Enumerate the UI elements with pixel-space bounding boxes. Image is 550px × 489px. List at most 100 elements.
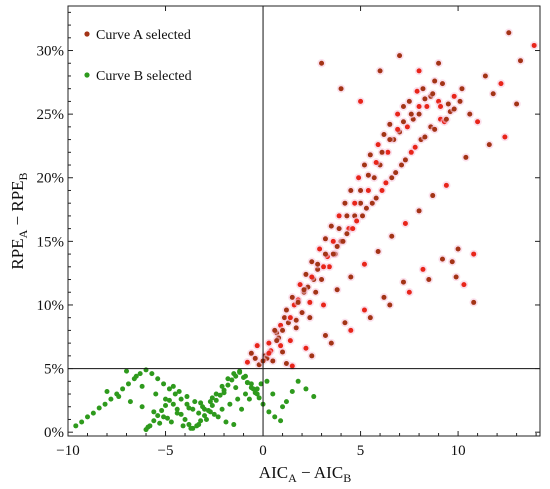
data-point bbox=[198, 400, 204, 406]
data-point bbox=[416, 111, 422, 117]
data-point bbox=[334, 287, 340, 293]
data-point bbox=[278, 343, 284, 349]
data-point bbox=[96, 405, 102, 411]
data-point bbox=[307, 299, 313, 305]
data-point bbox=[348, 187, 354, 193]
data-point bbox=[393, 170, 399, 176]
data-point bbox=[233, 373, 239, 379]
data-point bbox=[389, 233, 395, 239]
data-point bbox=[344, 231, 350, 237]
data-point bbox=[336, 213, 342, 219]
data-point bbox=[293, 325, 299, 331]
data-point bbox=[239, 406, 245, 412]
data-point bbox=[387, 302, 393, 308]
data-point bbox=[414, 88, 420, 94]
data-point bbox=[235, 396, 241, 402]
data-point bbox=[369, 200, 375, 206]
data-point bbox=[164, 415, 170, 421]
y-tick-label: 5% bbox=[44, 362, 64, 378]
data-point bbox=[283, 307, 289, 313]
data-point bbox=[301, 287, 307, 293]
data-point bbox=[250, 386, 256, 392]
data-point bbox=[445, 101, 451, 107]
data-point bbox=[422, 96, 428, 102]
data-point bbox=[176, 388, 182, 394]
data-point bbox=[383, 180, 389, 186]
data-point bbox=[155, 376, 161, 382]
data-point bbox=[299, 310, 305, 316]
data-point bbox=[254, 343, 260, 349]
data-point bbox=[223, 419, 229, 425]
data-point bbox=[133, 373, 139, 379]
data-point bbox=[172, 391, 178, 397]
data-point bbox=[453, 274, 459, 280]
data-point bbox=[217, 392, 223, 398]
data-point bbox=[348, 327, 354, 333]
data-point bbox=[149, 371, 155, 377]
data-point bbox=[166, 397, 172, 403]
data-point bbox=[438, 104, 444, 110]
data-point bbox=[280, 404, 286, 410]
data-point bbox=[416, 68, 422, 74]
data-point bbox=[443, 182, 449, 188]
data-point bbox=[231, 422, 237, 428]
data-point bbox=[309, 259, 315, 265]
data-point bbox=[408, 149, 414, 155]
data-point bbox=[490, 91, 496, 97]
x-axis-ticks: −10 −5 0 5 10 bbox=[56, 6, 537, 459]
data-point bbox=[153, 391, 159, 397]
data-point bbox=[451, 93, 457, 99]
data-point bbox=[264, 378, 270, 384]
data-point bbox=[303, 345, 309, 351]
data-point bbox=[202, 413, 208, 419]
data-point bbox=[340, 238, 346, 244]
data-point bbox=[295, 299, 301, 305]
data-point bbox=[219, 383, 225, 389]
y-tick-label: 0% bbox=[44, 425, 64, 441]
data-point bbox=[517, 58, 523, 64]
data-point bbox=[361, 162, 367, 168]
data-point bbox=[350, 226, 356, 232]
data-point bbox=[377, 68, 383, 74]
data-point bbox=[213, 391, 219, 397]
data-point bbox=[426, 277, 432, 283]
data-point bbox=[358, 98, 364, 104]
data-point bbox=[365, 187, 371, 193]
series-curve-a bbox=[243, 28, 539, 371]
y-tick-label: 25% bbox=[37, 107, 65, 123]
data-point bbox=[272, 414, 278, 420]
data-point bbox=[145, 424, 151, 430]
data-point bbox=[319, 60, 325, 66]
x-tick-label: 10 bbox=[451, 443, 466, 459]
data-point bbox=[336, 226, 342, 232]
data-point bbox=[451, 106, 457, 112]
data-point bbox=[402, 221, 408, 227]
data-point bbox=[322, 251, 328, 257]
data-point bbox=[159, 408, 165, 414]
data-point bbox=[439, 256, 445, 262]
data-point bbox=[120, 386, 126, 392]
data-point bbox=[360, 213, 366, 219]
data-point bbox=[352, 200, 358, 206]
data-point bbox=[139, 383, 145, 389]
data-point bbox=[365, 172, 371, 178]
data-point bbox=[272, 327, 278, 333]
y-axis-label: RPEA − RPEB bbox=[8, 172, 30, 269]
y-tick-label: 10% bbox=[37, 298, 65, 314]
data-point bbox=[127, 399, 133, 405]
data-point bbox=[178, 396, 184, 402]
data-point bbox=[161, 414, 167, 420]
data-point bbox=[293, 317, 299, 323]
data-point bbox=[184, 394, 190, 400]
data-point bbox=[289, 388, 295, 394]
data-point bbox=[161, 381, 167, 387]
data-point bbox=[400, 119, 406, 125]
data-point bbox=[397, 53, 403, 59]
data-point bbox=[190, 406, 196, 412]
data-point bbox=[213, 397, 219, 403]
x-axis-label: AICA − AICB bbox=[259, 463, 351, 485]
data-point bbox=[471, 251, 477, 257]
data-point bbox=[287, 338, 293, 344]
x-tick-label: −5 bbox=[158, 443, 174, 459]
data-point bbox=[322, 332, 328, 338]
